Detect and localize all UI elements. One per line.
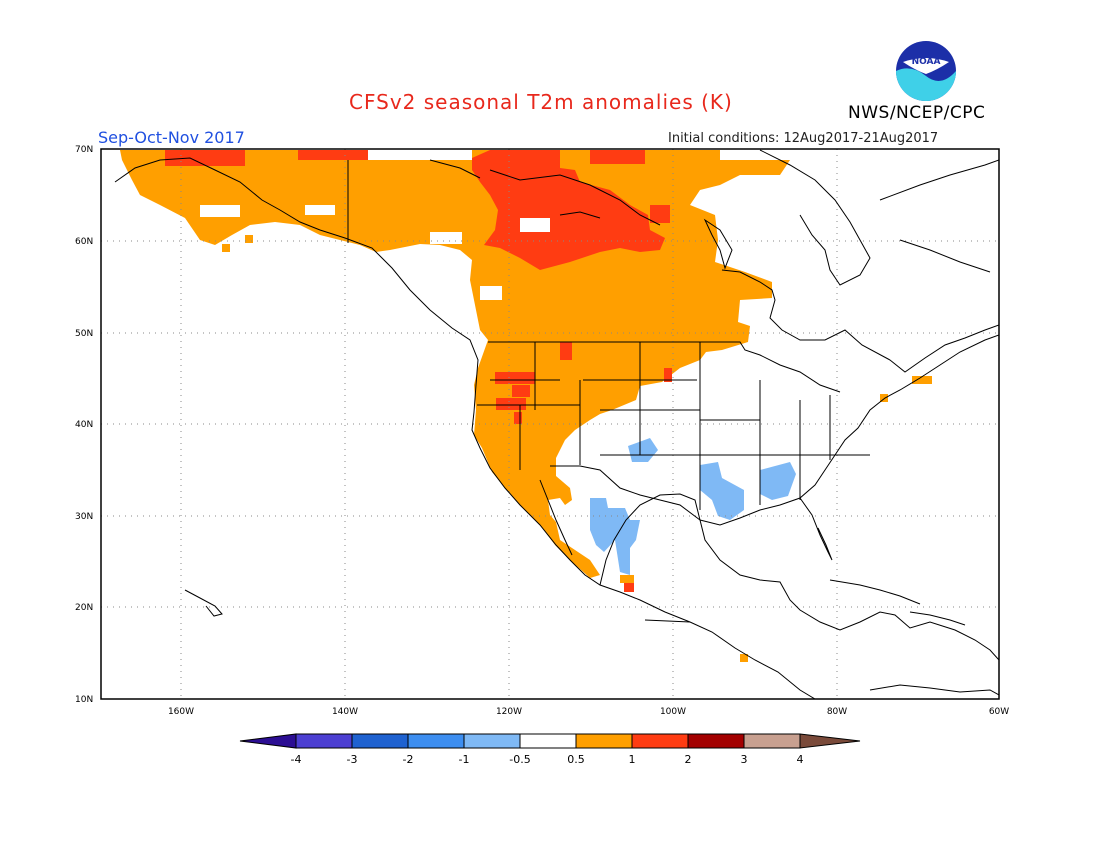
map-frame — [100, 148, 1000, 700]
lon-label-100w: 100W — [660, 707, 686, 717]
lat-label-10: 10N — [75, 695, 93, 705]
colorbar-label: -2 — [403, 753, 414, 766]
lon-label-80w: 80W — [827, 707, 847, 717]
colorbar-cell — [631, 733, 689, 749]
colorbar-cell-gt-4 — [799, 733, 861, 749]
colorbar-cell — [519, 733, 577, 749]
lon-label-160w: 160W — [168, 707, 194, 717]
figure-title: CFSv2 seasonal T2m anomalies (K) — [349, 90, 733, 114]
colorbar-label: -1 — [459, 753, 470, 766]
colorbar-label: -4 — [291, 753, 302, 766]
colorbar — [239, 733, 861, 749]
colorbar-cell-lt-minus4 — [239, 733, 297, 749]
political-borders — [347, 160, 870, 623]
anomaly-region-warm — [120, 150, 790, 578]
colorbar-label: -3 — [347, 753, 358, 766]
lon-tick-labels: 160W 140W 120W 100W 80W 60W — [168, 707, 1009, 717]
colorbar-label: 2 — [685, 753, 692, 766]
anomaly-region-cool — [590, 438, 796, 575]
colorbar-label: 1 — [629, 753, 636, 766]
coastlines — [114, 149, 999, 699]
colorbar-cell — [295, 733, 353, 749]
colorbar-cell — [463, 733, 521, 749]
colorbar-label: 3 — [741, 753, 748, 766]
colorbar-cell — [575, 733, 633, 749]
lat-label-50: 50N — [75, 329, 93, 339]
colorbar-label: 4 — [797, 753, 804, 766]
colorbar-cell — [687, 733, 745, 749]
colorbar-cell — [743, 733, 801, 749]
lon-label-140w: 140W — [332, 707, 358, 717]
lat-label-30: 30N — [75, 512, 93, 522]
colorbar-labels: -4 -3 -2 -1 -0.5 0.5 1 2 3 4 — [291, 753, 804, 766]
lat-label-20: 20N — [75, 603, 93, 613]
lon-label-60w: 60W — [989, 707, 1009, 717]
colorbar-label: 0.5 — [567, 753, 585, 766]
noaa-logo-icon: NOAA — [896, 41, 956, 101]
initial-conditions-label: Initial conditions: 12Aug2017-21Aug2017 — [668, 131, 939, 146]
lat-label-40: 40N — [75, 420, 93, 430]
lat-tick-labels: 70N 60N 50N 40N 30N 20N 10N — [75, 145, 93, 705]
logo-text: NOAA — [912, 57, 941, 67]
lat-label-60: 60N — [75, 237, 93, 247]
colorbar-cell — [351, 733, 409, 749]
colorbar-label: -0.5 — [509, 753, 530, 766]
colorbar-cell — [407, 733, 465, 749]
lon-label-120w: 120W — [496, 707, 522, 717]
lat-label-70: 70N — [75, 145, 93, 155]
agency-label: NWS/NCEP/CPC — [848, 103, 986, 123]
season-label: Sep-Oct-Nov 2017 — [98, 128, 245, 147]
